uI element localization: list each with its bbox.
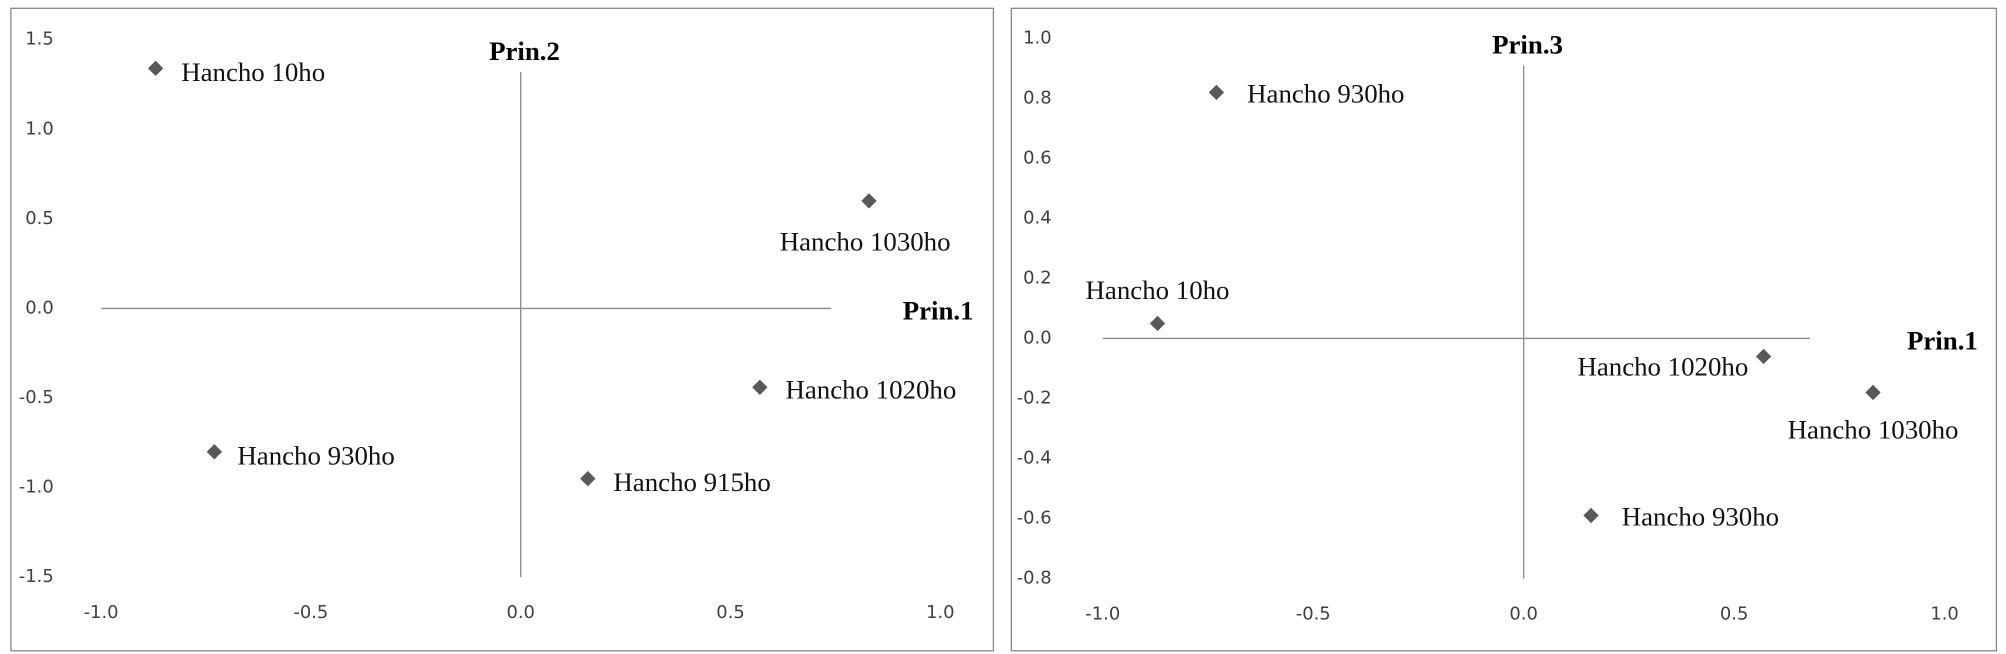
point [580, 470, 596, 487]
x-axis-title: Prin.1 [1907, 326, 1978, 356]
y-tick-label: -0.8 [1017, 567, 1052, 588]
point [206, 444, 223, 460]
x-tick-label: 1.0 [926, 602, 954, 623]
point-label: Hancho 10ho [181, 57, 325, 87]
y-tick-label: -0.5 [19, 387, 54, 408]
point-label: Hancho 930ho [237, 440, 394, 470]
y-tick-label: 0.0 [25, 297, 53, 318]
point-label: Hancho 1020ho [785, 375, 956, 405]
chart-frame [10, 7, 995, 652]
point [1755, 348, 1772, 365]
x-tick-label: -0.5 [293, 602, 328, 623]
y-tick-label: 0.8 [1023, 87, 1051, 108]
y-tick-label: 0.0 [1023, 327, 1051, 348]
point-label: Hancho 1030ho [1788, 414, 1959, 444]
y-tick-label: -0.4 [1017, 447, 1052, 468]
point [1865, 384, 1881, 401]
y-tick-label: 0.5 [25, 208, 53, 229]
y-tick-label: 1.5 [25, 29, 53, 50]
x-tick-label: 0.5 [1720, 603, 1748, 624]
point-label: Hancho 1020ho [1577, 351, 1748, 381]
point-label: Hancho 915ho [613, 467, 770, 497]
point [1208, 84, 1225, 101]
point-label: Hancho 10ho [1086, 275, 1230, 305]
x-tick-label: -1.0 [1085, 603, 1120, 624]
y-tick-label: 0.2 [1023, 267, 1051, 288]
y-tick-label: 0.4 [1023, 207, 1051, 228]
y-tick-label: 1.0 [25, 118, 53, 139]
y-tick-label: -1.5 [19, 566, 54, 587]
point [147, 60, 164, 77]
point-label: Hancho 1030ho [780, 227, 951, 257]
x-tick-label: 0.0 [506, 602, 534, 623]
x-axis-title: Prin.1 [903, 296, 974, 326]
x-tick-label: -0.5 [1296, 603, 1331, 624]
y-axis-title: Prin.2 [489, 36, 560, 66]
y-axis-title: Prin.3 [1492, 30, 1563, 60]
chart-frame [1010, 7, 1998, 652]
point [752, 379, 768, 395]
point [1583, 507, 1599, 524]
y-tick-label: -0.6 [1017, 507, 1052, 528]
point-label: Hancho 930ho [1622, 501, 1779, 531]
x-tick-label: 0.0 [1509, 603, 1537, 624]
point-label: Hancho 930ho [1247, 78, 1404, 108]
y-tick-label: 0.6 [1023, 147, 1051, 168]
y-tick-label: -1.0 [19, 477, 54, 498]
x-tick-label: 1.0 [1930, 603, 1958, 624]
y-tick-label: 1.0 [1023, 27, 1051, 48]
y-tick-label: -0.2 [1017, 387, 1052, 408]
x-tick-label: -1.0 [84, 602, 119, 623]
point [1149, 315, 1166, 332]
x-tick-label: 0.5 [716, 602, 744, 623]
